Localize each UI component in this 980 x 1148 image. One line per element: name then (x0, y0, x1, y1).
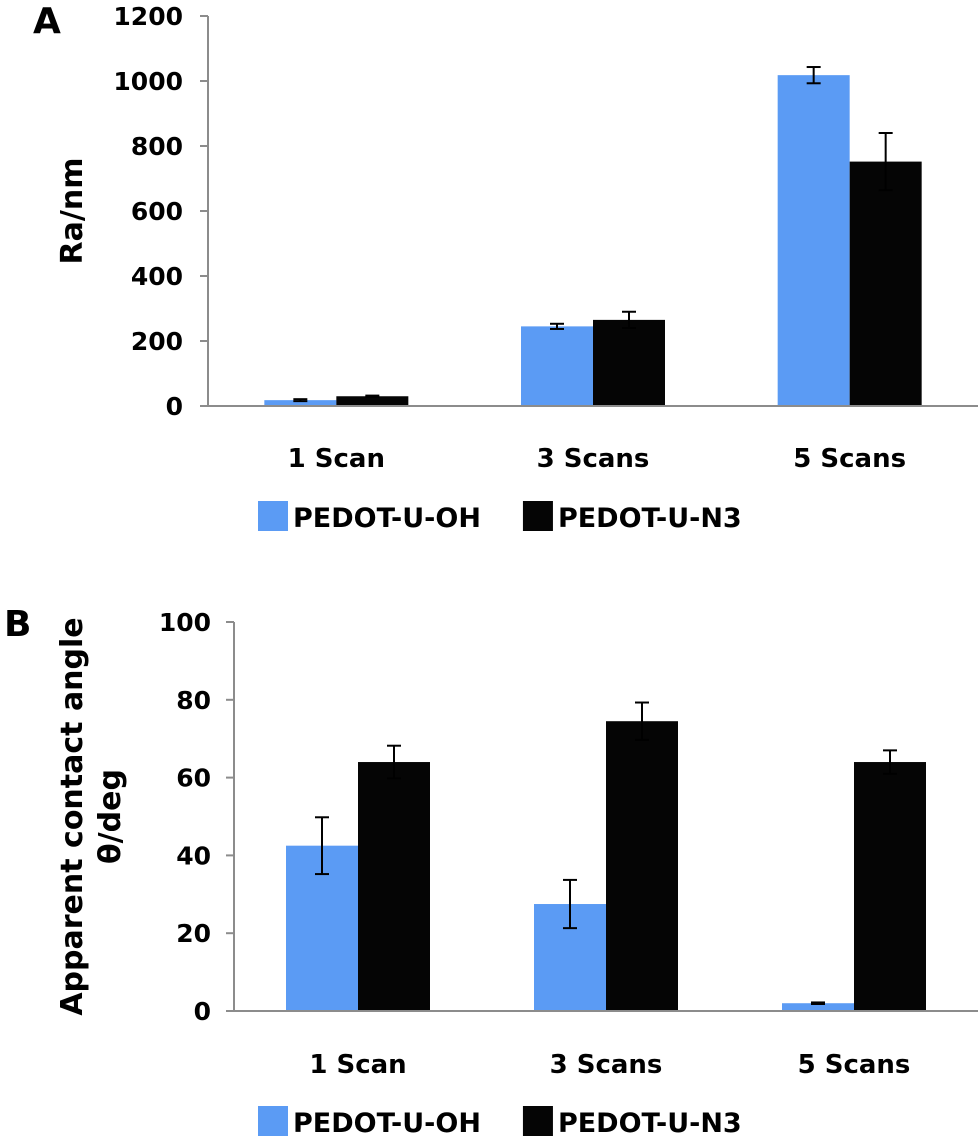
bar (336, 396, 409, 406)
y-axis-label-line: Apparent contact angle (55, 617, 90, 1015)
bar (358, 762, 430, 1011)
error-bar (550, 322, 564, 330)
y-axis-label: Ra/nm (55, 158, 90, 265)
error-bar (315, 816, 329, 876)
y-tick-label: 60 (176, 764, 211, 793)
error-bar (622, 310, 636, 329)
y-tick-label: 600 (131, 197, 183, 226)
category-label: 1 Scan (288, 444, 385, 474)
error-bar (635, 701, 649, 741)
legend-swatch (258, 501, 288, 531)
chart-b: 0 20 40 60 80 100 1 Scan 3 Scans 5 Scans Apparent… (55, 608, 978, 1139)
category-label: 3 Scans (550, 1050, 663, 1080)
legend-swatch (522, 501, 553, 531)
category-label: 1 Scan (309, 1050, 406, 1080)
legend-swatch (522, 1106, 553, 1136)
bar (849, 161, 922, 406)
y-tick-label: 80 (176, 686, 211, 715)
bar (606, 721, 678, 1011)
bar (854, 762, 926, 1011)
error-bar (806, 66, 821, 85)
bar (521, 326, 593, 406)
error-bar (878, 132, 893, 192)
legend-label: PEDOT-U-N3 (558, 503, 742, 534)
legend-label: PEDOT-U-OH (293, 503, 481, 534)
error-bar (563, 878, 577, 930)
panel-a-letter: A (33, 1, 61, 42)
bar (777, 75, 850, 407)
legend-label: PEDOT-U-N3 (558, 1108, 742, 1139)
error-bar (811, 1001, 825, 1005)
y-axis-label-line: θ/deg (93, 769, 128, 864)
y-tick-label: 1200 (113, 2, 183, 31)
error-bar (387, 744, 401, 780)
y-tick-label: 0 (194, 997, 211, 1026)
y-axis-label: Apparent contact angle θ/deg (55, 617, 128, 1015)
panel-b-letter: B (4, 604, 31, 645)
y-tick-label: 100 (159, 608, 211, 637)
error-bar (365, 394, 380, 398)
category-label: 3 Scans (537, 444, 650, 474)
y-tick-label: 0 (166, 392, 183, 421)
bar (264, 400, 337, 406)
category-label: 5 Scans (793, 444, 906, 474)
error-bar (883, 749, 897, 775)
category-label: 5 Scans (798, 1050, 911, 1080)
legend-swatch (258, 1106, 288, 1136)
y-tick-label: 40 (176, 841, 211, 870)
y-tick-label: 20 (176, 919, 211, 948)
y-tick-label: 400 (131, 262, 183, 291)
bar (782, 1003, 854, 1011)
y-tick-label: 1000 (113, 67, 183, 96)
y-tick-label: 800 (131, 132, 183, 161)
error-bar (293, 398, 308, 403)
chart-a: 0 200 400 600 800 1000 1200 1 Scan 3 Scans 5 Scan… (55, 2, 978, 534)
y-tick-label: 200 (131, 327, 183, 356)
bar (593, 319, 665, 406)
legend-label: PEDOT-U-OH (293, 1108, 481, 1139)
